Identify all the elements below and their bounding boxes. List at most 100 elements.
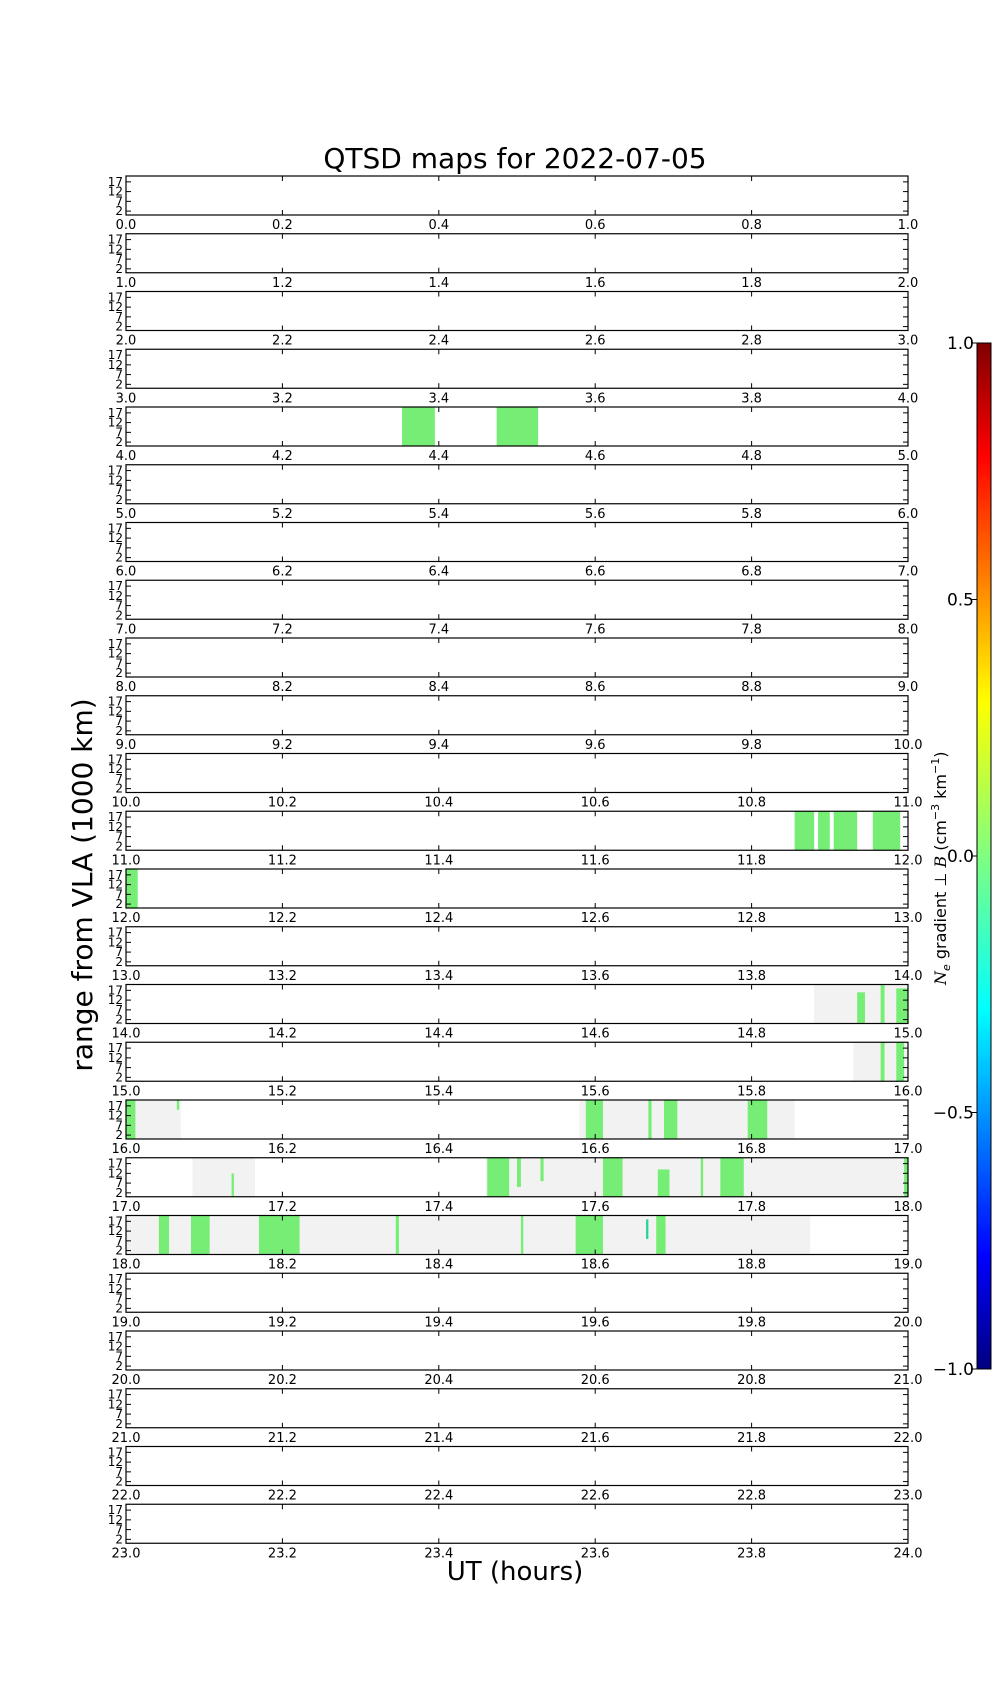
y-tick-label: 2 xyxy=(115,1301,123,1315)
x-tick-label: 5.8 xyxy=(741,507,762,522)
colorbar-scale xyxy=(976,342,992,1370)
y-tick-label: 12 xyxy=(108,935,123,949)
gradient-feature xyxy=(664,1100,678,1139)
x-tick-label: 11.8 xyxy=(737,853,766,868)
panel-frame xyxy=(125,1099,909,1140)
x-tick-label: 15.2 xyxy=(268,1084,297,1099)
gradient-feature xyxy=(896,1042,905,1082)
x-tick-label: 12.0 xyxy=(894,853,923,868)
y-tick-label: 2 xyxy=(115,1475,123,1489)
y-tick-label: 2 xyxy=(115,262,123,276)
x-tick-label: 6.6 xyxy=(585,565,606,580)
x-tick-label: 9.8 xyxy=(741,738,762,753)
y-tick-label: 7 xyxy=(115,1003,123,1017)
colorbar-label-symbol: N xyxy=(931,970,950,986)
x-tick-label: 9.0 xyxy=(116,738,137,753)
colorbar-label-field: B xyxy=(931,856,950,869)
panel-frame xyxy=(125,1388,909,1429)
gradient-feature xyxy=(747,1100,768,1139)
x-tick-label: 16.2 xyxy=(268,1142,297,1157)
x-tick-label: 1.6 xyxy=(585,276,606,291)
x-tick-label: 17.4 xyxy=(424,1200,453,1215)
x-tick-label: 16.8 xyxy=(737,1142,766,1157)
x-tick-label: 7.8 xyxy=(741,622,762,637)
y-tick-label: 12 xyxy=(108,762,123,776)
x-tick-label: 10.6 xyxy=(581,796,610,811)
gradient-feature xyxy=(520,1215,524,1255)
x-tick-label: 22.0 xyxy=(894,1431,923,1446)
x-tick-label: 2.8 xyxy=(741,334,762,349)
x-tick-label: 12.0 xyxy=(112,911,141,926)
gradient-feature xyxy=(402,407,435,446)
y-tick-label: 2 xyxy=(115,551,123,565)
x-tick-label: 21.0 xyxy=(112,1431,141,1446)
x-tick-label: 16.0 xyxy=(894,1084,923,1099)
x-axis-label: UT (hours) xyxy=(447,1557,584,1587)
y-tick-label: 17 xyxy=(108,1214,123,1228)
y-tick-label: 12 xyxy=(108,878,123,892)
y-tick-label: 2 xyxy=(115,1128,123,1142)
x-tick-label: 18.2 xyxy=(268,1258,297,1273)
gradient-feature xyxy=(880,1042,885,1082)
x-tick-label: 4.6 xyxy=(585,449,606,464)
x-tick-label: 22.2 xyxy=(268,1489,297,1504)
panel-frame xyxy=(125,810,909,851)
coverage-span xyxy=(485,1157,908,1197)
y-tick-label: 17 xyxy=(108,233,123,247)
x-tick-label: 1.8 xyxy=(741,276,762,291)
y-tick-label: 7 xyxy=(115,252,123,266)
x-tick-label: 9.0 xyxy=(898,680,919,695)
x-tick-label: 7.4 xyxy=(428,622,449,637)
x-tick-label: 15.8 xyxy=(737,1084,766,1099)
y-tick-label: 2 xyxy=(115,320,123,334)
x-tick-label: 12.6 xyxy=(581,911,610,926)
y-tick-label: 2 xyxy=(115,897,123,911)
y-tick-label: 17 xyxy=(108,637,123,651)
x-tick-label: 19.8 xyxy=(737,1315,766,1330)
colorbar-label-subscript: e xyxy=(940,964,953,971)
x-tick-label: 22.8 xyxy=(737,1489,766,1504)
x-tick-label: 19.6 xyxy=(581,1315,610,1330)
colorbar-tick-label: 0.5 xyxy=(947,591,974,611)
gradient-feature xyxy=(517,1157,521,1187)
x-tick-label: 17.6 xyxy=(581,1200,610,1215)
x-tick-label: 12.8 xyxy=(737,911,766,926)
x-tick-label: 9.4 xyxy=(428,738,449,753)
y-tick-label: 12 xyxy=(108,300,123,314)
y-tick-label: 7 xyxy=(115,1465,123,1479)
x-tick-label: 1.0 xyxy=(116,276,137,291)
y-tick-label: 17 xyxy=(108,1157,123,1171)
y-tick-label: 12 xyxy=(108,647,123,661)
y-tick-label: 17 xyxy=(108,521,123,535)
x-tick-label: 6.2 xyxy=(272,565,293,580)
x-tick-label: 19.0 xyxy=(112,1315,141,1330)
x-tick-label: 4.0 xyxy=(116,449,137,464)
x-tick-label: 19.2 xyxy=(268,1315,297,1330)
panel-frame xyxy=(125,868,909,909)
x-tick-label: 10.4 xyxy=(424,796,453,811)
gradient-feature xyxy=(657,1169,670,1197)
colorbar-tick-label: −1.0 xyxy=(933,1360,974,1380)
gradient-feature xyxy=(258,1215,300,1255)
colorbar-tick-label: 1.0 xyxy=(947,334,974,354)
x-tick-label: 7.6 xyxy=(585,622,606,637)
y-tick-label: 12 xyxy=(108,589,123,603)
gradient-feature xyxy=(231,1173,234,1197)
x-tick-label: 19.4 xyxy=(424,1315,453,1330)
panel-frame xyxy=(125,175,909,216)
x-tick-label: 17.8 xyxy=(737,1200,766,1215)
y-tick-label: 17 xyxy=(108,1445,123,1459)
x-tick-label: 6.4 xyxy=(428,565,449,580)
gradient-feature xyxy=(496,407,539,446)
y-tick-label: 2 xyxy=(115,724,123,738)
